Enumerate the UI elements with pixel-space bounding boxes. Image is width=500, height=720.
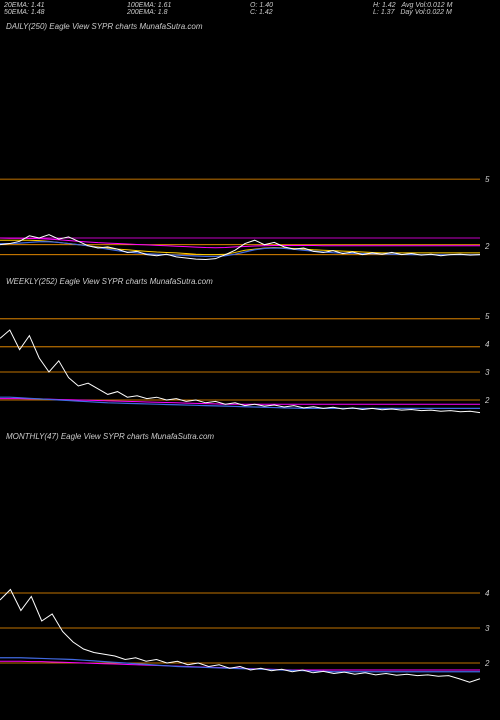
- stat-close: C:1.42: [250, 9, 373, 16]
- price-chart[interactable]: 4 3 2: [0, 428, 500, 708]
- price-chart[interactable]: 5 4 3 2: [0, 273, 500, 428]
- stat-200ema: 200EMA:1.8: [127, 9, 250, 16]
- y-axis-label: 3: [485, 624, 490, 633]
- price-series: [0, 397, 480, 408]
- chart-section-0: DAILY(250) Eagle View SYPR charts Munafa…: [0, 18, 500, 273]
- price-chart[interactable]: 52: [0, 18, 500, 273]
- chart-section-1: WEEKLY(252) Eagle View SYPR charts Munaf…: [0, 273, 500, 428]
- y-axis-label: 4: [485, 589, 490, 598]
- price-series: [0, 235, 480, 260]
- chart-title: MONTHLY(47) Eagle View SYPR charts Munaf…: [2, 430, 218, 443]
- stat-open: O:1.40: [250, 2, 373, 9]
- y-axis-label: 5: [485, 175, 490, 184]
- header-stats: 20EMA:1.41 100EMA:1.61 O:1.40 H:1.42 Avg…: [0, 0, 500, 18]
- y-axis-label: 2: [484, 396, 490, 405]
- y-axis-label: 2: [484, 659, 490, 668]
- stat-50ema: 50EMA:1.48: [4, 9, 127, 16]
- stat-high: H:1.42 Avg Vol:0.012 M: [373, 2, 496, 9]
- chart-title: DAILY(250) Eagle View SYPR charts Munafa…: [2, 20, 207, 33]
- stat-20ema: 20EMA:1.41: [4, 2, 127, 9]
- stat-low: L:1.37 Day Vol:0.022 M: [373, 9, 496, 16]
- y-axis-label: 2: [484, 242, 490, 251]
- stat-100ema: 100EMA:1.61: [127, 2, 250, 9]
- chart-section-2: MONTHLY(47) Eagle View SYPR charts Munaf…: [0, 428, 500, 708]
- price-series: [0, 399, 480, 405]
- y-axis-label: 5: [485, 312, 490, 321]
- y-axis-label: 3: [485, 368, 490, 377]
- y-axis-label: 4: [485, 340, 490, 349]
- chart-title: WEEKLY(252) Eagle View SYPR charts Munaf…: [2, 275, 217, 288]
